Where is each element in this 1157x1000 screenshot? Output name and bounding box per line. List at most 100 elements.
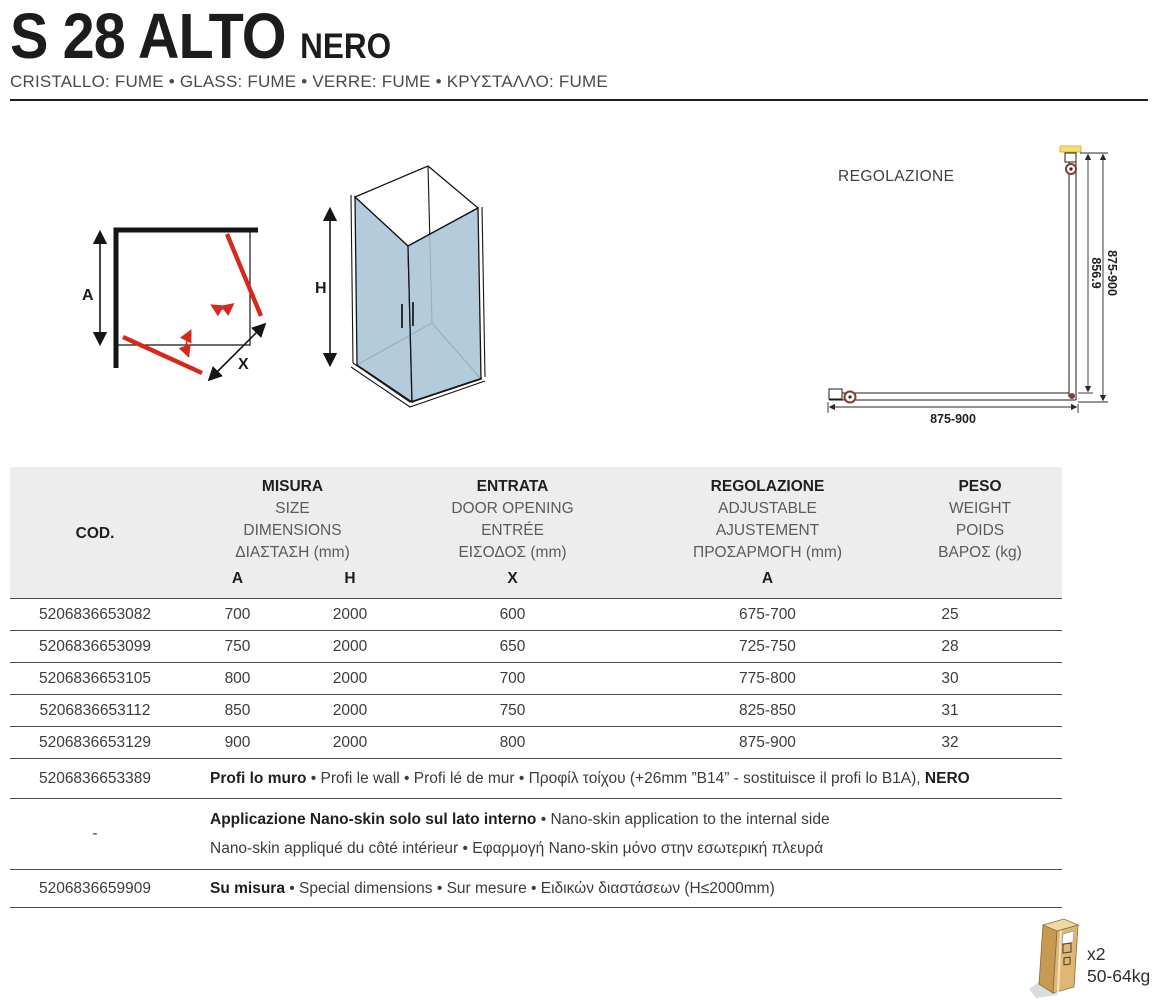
cell-a: 750: [224, 637, 251, 655]
door-swing-arrow-right: [210, 303, 235, 317]
col-header-opening-l4: ΕΙΣΟΔΟΣ (mm): [458, 544, 567, 561]
cell-a: 800: [224, 669, 251, 687]
dim-text-vertical-inner: 856.9: [1089, 257, 1103, 288]
cell-a: 900: [224, 733, 251, 751]
dim-arrow-X: [207, 322, 267, 382]
cell-cod: 5206836659909: [38, 879, 152, 897]
header-divider: [10, 99, 1148, 101]
plan-door-right: [224, 233, 264, 317]
col-header-opening-l3: ENTRÉE: [481, 522, 544, 539]
cell-cod: -: [92, 825, 98, 842]
package-weight: 50-64kg: [1087, 966, 1151, 986]
dim-label-X: X: [238, 356, 249, 373]
cabin-3d-diagram: H: [315, 165, 486, 408]
cabin-tray-outer: [350, 366, 486, 408]
cell-x: 800: [499, 733, 526, 751]
corner-joint: [1069, 393, 1075, 399]
fitting-bottom-bracket: [828, 388, 843, 400]
note-lead: Su misura: [210, 880, 285, 897]
cell-cod: 5206836653389: [38, 769, 152, 787]
cell-peso: 32: [941, 733, 959, 751]
col-header-weight-l3: POIDS: [955, 522, 1005, 539]
col-header-opening-l1: ENTRATA: [476, 478, 549, 495]
note-body: • Profi le wall • Profi lé de mur • Προφ…: [306, 770, 925, 787]
cabin-tray-inner: [352, 362, 483, 403]
adjustment-diagram-title: REGOLAZIONE: [838, 168, 955, 185]
cell-h: 2000: [332, 733, 368, 751]
package-symbol-1: [1062, 942, 1072, 954]
note-row-wall-profile: 5206836653389 Profi lo muro • Profi le w…: [10, 759, 1062, 799]
subheader-X: X: [507, 570, 518, 587]
col-header-opening: ENTRATA DOOR OPENING ENTRÉE ΕΙΣΟΔΟΣ (mm): [405, 476, 620, 564]
cell-peso: 30: [941, 669, 959, 687]
cell-a: 700: [224, 605, 251, 623]
cell-peso: 25: [941, 605, 959, 623]
col-header-adjustable-l3: AJUSTEMENT: [715, 522, 820, 539]
col-header-adjustable-l4: ΠΡΟΣΑΡΜΟΓΗ (mm): [693, 544, 842, 561]
profile-cap: [1059, 145, 1082, 153]
cell-h: 2000: [332, 637, 368, 655]
col-header-size-l4: ΔΙΑΣΤΑΣΗ (mm): [235, 544, 350, 561]
table-row: 5206836653082 700 2000 600 675-700 25: [10, 599, 1062, 631]
cell-adj: 675-700: [739, 605, 796, 623]
col-header-adjustable-l1: REGOLAZIONE: [710, 478, 825, 495]
note-body: • Special dimensions • Sur mesure • Ειδι…: [284, 880, 775, 897]
note-lead: Applicazione Nano-skin solo sul lato int…: [210, 811, 537, 828]
cell-h: 2000: [332, 701, 368, 719]
cell-peso: 31: [941, 701, 959, 719]
cabin-glass-left: [354, 195, 413, 404]
cell-x: 600: [499, 605, 526, 623]
table-row: 5206836653112 850 2000 750 825-850 31: [10, 695, 1062, 727]
fitting-bottom-pin: [848, 395, 852, 399]
door-swing-arrow-bottom: [178, 329, 192, 359]
page-header: S 28 ALTO NERO CRISTALLO: FUME • GLASS: …: [10, 4, 608, 92]
package-label: [1061, 930, 1075, 946]
col-header-weight-l4: ΒΑΡΟΣ (kg): [938, 544, 1022, 561]
col-header-adjustable: REGOLAZIONE ADJUSTABLE AJUSTEMENT ΠΡΟΣΑΡ…: [620, 476, 915, 564]
col-header-size-l1: MISURA: [261, 478, 324, 495]
cell-cod: 5206836653082: [38, 605, 152, 623]
cell-h: 2000: [332, 605, 368, 623]
finish-label: NERO: [300, 27, 392, 66]
note-body: • Nano-skin application to the internal …: [536, 811, 830, 828]
dim-label-H: H: [315, 280, 327, 297]
cell-peso: 28: [941, 637, 959, 655]
note-line1: Applicazione Nano-skin solo sul lato int…: [210, 805, 1062, 834]
plan-view-diagram: A X: [82, 227, 267, 382]
note-row-nano-skin: - Applicazione Nano-skin solo sul lato i…: [10, 799, 1062, 870]
dim-text-horizontal: 875-900: [930, 412, 976, 426]
cell-adj: 825-850: [739, 701, 796, 719]
table-row: 5206836653129 900 2000 800 875-900 32: [10, 727, 1062, 759]
package-top-face: [1041, 918, 1080, 932]
table-row: 5206836653105 800 2000 700 775-800 30: [10, 663, 1062, 695]
subheader-H: H: [344, 570, 356, 587]
package-tape: [1056, 930, 1063, 993]
cell-adj: 775-800: [739, 669, 796, 687]
note-text: Su misura • Special dimensions • Sur mes…: [180, 874, 1062, 903]
cell-adj: 725-750: [739, 637, 796, 655]
cabin-frame-right: [481, 206, 486, 378]
col-header-weight: PESO WEIGHT POIDS ΒΑΡΟΣ (kg): [915, 476, 1045, 564]
note-text: Applicazione Nano-skin solo sul lato int…: [180, 805, 1062, 863]
cell-a: 850: [224, 701, 251, 719]
package-symbol-2: [1063, 956, 1071, 966]
plan-door-bottom: [122, 334, 203, 376]
subheader-adj-A: A: [761, 570, 774, 587]
spec-table-header: COD. MISURA SIZE DIMENSIONS ΔΙΑΣΤΑΣΗ (mm…: [10, 467, 1062, 598]
col-header-size-l3: DIMENSIONS: [243, 522, 342, 539]
glass-spec-line: CRISTALLO: FUME • GLASS: FUME • VERRE: F…: [10, 72, 608, 91]
plan-enclosure-outline: [115, 229, 251, 346]
col-header-cod: COD.: [75, 525, 115, 542]
cell-cod: 5206836653129: [38, 733, 152, 751]
note-tail: NERO: [924, 770, 970, 787]
note-lead: Profi lo muro: [210, 770, 307, 787]
product-title: S 28 ALTO: [10, 0, 287, 72]
col-header-opening-l2: DOOR OPENING: [451, 500, 574, 517]
fitting-top-bracket: [1064, 152, 1077, 163]
col-header-adjustable-l2: ADJUSTABLE: [718, 500, 817, 517]
package-icon: [1029, 918, 1080, 998]
package-shadow: [1029, 979, 1058, 998]
col-header-size-l2: SIZE: [275, 500, 310, 517]
cell-adj: 875-900: [739, 733, 796, 751]
col-header-size: MISURA SIZE DIMENSIONS ΔΙΑΣΤΑΣΗ (mm): [180, 476, 405, 564]
